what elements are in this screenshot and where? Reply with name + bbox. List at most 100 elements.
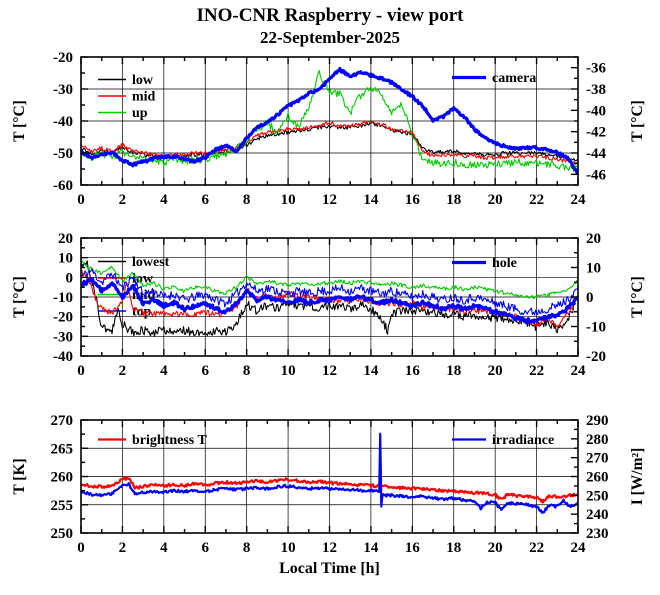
- right-axis-title: T [°C]: [629, 100, 646, 142]
- right-tick-label: 280: [586, 432, 609, 448]
- x-tick-label: 4: [160, 540, 168, 556]
- right-tick-label: -38: [586, 82, 606, 98]
- x-tick-label: 6: [202, 192, 210, 208]
- x-tick-label: 0: [77, 192, 85, 208]
- left-tick-label: -40: [53, 114, 73, 130]
- legend-label-irradiance: irradiance: [492, 433, 554, 448]
- left-tick-label: -30: [53, 82, 73, 98]
- legend-label-mid: mid: [132, 90, 156, 105]
- right-tick-label: 290: [586, 413, 609, 429]
- grid: [81, 420, 578, 533]
- right-tick-label: -42: [586, 125, 606, 141]
- left-tick-label: 265: [51, 441, 74, 457]
- x-axis-title: Local Time [h]: [279, 560, 380, 577]
- left-tick-label: 270: [51, 413, 74, 429]
- right-tick-label: 270: [586, 451, 609, 467]
- left-tick-label: 255: [51, 498, 74, 514]
- left-axis-title: T [°C]: [11, 100, 28, 142]
- x-tick-label: 20: [488, 363, 503, 379]
- x-tick-label: 14: [363, 363, 379, 379]
- left-tick-label: -50: [53, 146, 73, 162]
- x-tick-label: 22: [529, 192, 544, 208]
- legend-label-lowest: lowest: [132, 255, 170, 270]
- x-tick-label: 16: [405, 540, 421, 556]
- x-tick-label: 10: [281, 363, 296, 379]
- left-tick-label: 250: [51, 526, 74, 542]
- series-mid-line: [81, 260, 578, 300]
- figure-title: INO-CNR Raspberry - view port: [196, 5, 464, 26]
- x-tick-label: 24: [571, 363, 587, 379]
- series-group: [81, 260, 578, 338]
- axes: 0 2 4 6 8 10 12 14 16 18 20 22 24-60-50-40-30-20-46-…: [11, 50, 646, 208]
- right-tick-label: 240: [586, 507, 609, 523]
- left-tick-label: -30: [53, 329, 73, 345]
- series-top-line: [81, 268, 578, 316]
- figure-date: 22-September-2025: [259, 28, 401, 47]
- x-tick-label: 20: [488, 540, 503, 556]
- right-tick-label: -10: [586, 320, 606, 336]
- x-tick-label: 20: [488, 192, 503, 208]
- x-tick-label: 0: [77, 540, 85, 556]
- x-tick-label: 2: [119, 540, 127, 556]
- left-tick-label: -40: [53, 349, 73, 365]
- left-axis-title: T [°C]: [11, 276, 28, 318]
- series-lowest-line: [81, 260, 578, 338]
- left-tick-label: 0: [66, 270, 74, 286]
- series-brightness-T-line: [81, 476, 578, 504]
- right-tick-label: 250: [586, 488, 609, 504]
- left-tick-label: 10: [58, 251, 73, 267]
- left-tick-label: -60: [53, 178, 73, 194]
- x-tick-label: 6: [202, 363, 210, 379]
- x-tick-label: 18: [446, 363, 461, 379]
- x-tick-label: 10: [281, 192, 296, 208]
- legend: brightness T irradiance: [98, 433, 554, 448]
- x-tick-label: 18: [446, 192, 461, 208]
- x-tick-label: 12: [322, 540, 337, 556]
- series-hole-line: [81, 277, 578, 325]
- x-tick-label: 12: [322, 363, 337, 379]
- series-camera-line: [81, 67, 578, 175]
- series-irradiance-line: [81, 432, 578, 514]
- x-tick-label: 16: [405, 363, 421, 379]
- right-tick-label: 260: [586, 470, 609, 486]
- x-tick-label: 8: [243, 540, 251, 556]
- x-tick-label: 10: [281, 540, 296, 556]
- x-tick-label: 4: [160, 363, 168, 379]
- right-tick-label: -40: [586, 103, 606, 119]
- x-tick-label: 22: [529, 540, 544, 556]
- x-tick-label: 14: [363, 540, 379, 556]
- left-tick-label: 260: [51, 470, 74, 486]
- right-tick-label: 20: [586, 231, 601, 247]
- axes: 0 2 4 6 8 10 12 14 16 18 20 22 242502552602652702302…: [11, 413, 646, 577]
- axes: 0 2 4 6 8 10 12 14 16 18 20 22 24-40-30-20-1001020-2…: [11, 231, 646, 379]
- series-up-line: [81, 69, 578, 173]
- legend-label-hole: hole: [492, 256, 517, 271]
- x-tick-label: 6: [202, 540, 210, 556]
- left-tick-label: -20: [53, 50, 73, 66]
- right-tick-label: -36: [586, 61, 606, 77]
- x-tick-label: 16: [405, 192, 421, 208]
- left-tick-label: -10: [53, 290, 73, 306]
- x-tick-label: 24: [571, 540, 587, 556]
- legend-label-low: low: [132, 73, 154, 88]
- left-tick-label: -20: [53, 310, 73, 326]
- x-tick-label: 24: [571, 192, 587, 208]
- right-tick-label: -20: [586, 349, 606, 365]
- figure-header: INO-CNR Raspberry - view port 22-Septemb…: [0, 0, 660, 48]
- right-axis-title: I [W/m²]: [629, 448, 646, 506]
- x-tick-label: 12: [322, 192, 337, 208]
- x-tick-label: 2: [119, 363, 127, 379]
- x-tick-label: 8: [243, 363, 251, 379]
- x-tick-label: 2: [119, 192, 127, 208]
- right-tick-label: -46: [586, 167, 606, 183]
- legend-label-camera: camera: [492, 71, 536, 86]
- x-tick-label: 4: [160, 192, 168, 208]
- legend-label-up: up: [132, 106, 148, 121]
- x-tick-label: 22: [529, 363, 544, 379]
